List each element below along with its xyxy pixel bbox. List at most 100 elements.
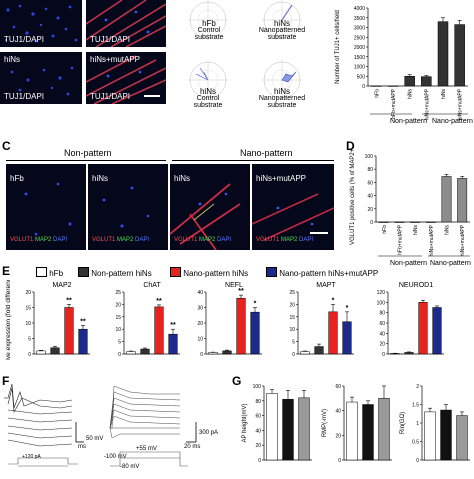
panel-c-scale-bar (310, 232, 328, 234)
bar (437, 21, 449, 87)
significance-mark: ** (156, 298, 162, 305)
significance-mark: ** (170, 322, 176, 329)
y-tick-label: 0 (362, 84, 365, 90)
y-tick-label: 5 (118, 340, 121, 346)
y-tick-label: 100 (253, 384, 262, 390)
y-tick-label: 80 (255, 399, 261, 405)
panel-c-image-3-stain: VGLUT1 MAP2 DAPI (174, 237, 232, 243)
bar (404, 352, 414, 355)
panel-d-group-nano-pattern: Nano-pattern (430, 260, 471, 267)
y-tick-label: 4000 (354, 6, 365, 12)
chart-title: ChAT (143, 282, 161, 289)
bar (425, 221, 436, 223)
legend-swatch-hfb (36, 267, 47, 277)
x-tick-label: hFb (374, 89, 380, 98)
bar (424, 411, 436, 461)
panel-a-image-2-fibers (86, 0, 166, 47)
f-scale1-time: ms (78, 444, 86, 450)
y-axis-label: VGLUT1 positive cells (% of MAP2+ cells) (350, 148, 356, 245)
bar (342, 321, 352, 355)
y-tick-label: 1 (416, 421, 419, 427)
y-tick-label: 60 (379, 321, 385, 327)
y-tick-label: 0 (258, 458, 261, 464)
y-tick-label: 1000 (354, 65, 365, 71)
y-tick-label: 2500 (354, 35, 365, 41)
panel-c-image-1-stain: VGLUT1 MAP2 DAPI (10, 237, 68, 243)
panel-c-label: C (2, 139, 11, 153)
panel-c-image-3-fibers (170, 183, 241, 250)
y-tick-label: 20 (289, 302, 295, 308)
panel-c-image-2-dots (102, 186, 150, 228)
panel-c-header-right: Nano-pattern (240, 148, 293, 158)
bar (432, 307, 442, 355)
f-scale2-current: 300 pA (199, 430, 219, 436)
y-tick-label: 20 (197, 321, 203, 327)
bar (378, 221, 389, 223)
y-tick-label: 30 (197, 306, 203, 312)
panel-a-image-1: TUJ1/DAPI (0, 0, 82, 47)
x-tick-label: hiNs+mutAPP (429, 224, 435, 256)
panel-c-header-rule-left (6, 160, 166, 161)
panel-f-label: F (2, 374, 10, 388)
panel-c-image-4-label: hiNs+mutAPP (256, 174, 307, 183)
voltage-steps (110, 451, 188, 467)
panel-a-image-1-caption: TUJ1/DAPI (4, 35, 45, 44)
bar (371, 85, 382, 87)
panel-a-image-4-label: hiNs+mutAPP (90, 55, 141, 64)
y-axis-label: AP height(mV) (242, 404, 248, 443)
y-tick-label: 25 (115, 290, 121, 296)
y-tick-label: 40 (255, 428, 261, 434)
panel-a-image-2-caption: TUJ1/DAPI (90, 35, 131, 44)
y-tick-label: 10 (289, 327, 295, 333)
bar (168, 333, 178, 355)
f-stim-label: +120 pA (22, 454, 41, 460)
panel-c-image-4-stain: VGLUT1 MAP2 DAPI (256, 237, 314, 243)
x-tick-label: hiNs+mutAPP (458, 88, 464, 120)
y-tick-label: 1500 (354, 55, 365, 61)
legend-swatch-nano-pattern (170, 267, 181, 277)
panel-a-scale-bar (144, 95, 160, 97)
bar (421, 76, 432, 87)
x-tick-label: hiNs (441, 89, 447, 100)
panel-a-image-1-dots (4, 4, 78, 43)
y-tick-label: 5 (28, 337, 31, 343)
panel-c-image-1-label: hFb (10, 174, 24, 183)
x-tick-label: hiNs (408, 89, 414, 100)
panel-f-traces: 50 mV ms +120 pA +55 mV -100 mV -80 mV 3… (0, 378, 219, 474)
legend-swatch-non-pattern (78, 267, 89, 277)
significance-mark: ** (80, 318, 86, 325)
chart-title: NEFL (225, 282, 243, 289)
panel-a-image-4: hiNs+mutAPP TUJ1/DAPI (86, 52, 166, 104)
y-tick-label: 40 (197, 290, 203, 296)
chart-title: MAP2 (52, 282, 71, 289)
y-axis-label: RMP(-mV) (322, 409, 328, 437)
y-tick-label: 60 (367, 180, 373, 186)
panel-e-y-axis-label: Relative expression (fold difference) (5, 280, 12, 360)
y-tick-label: 80 (367, 167, 373, 173)
y-tick-label: 0 (118, 352, 121, 358)
y-tick-label: 1.5 (412, 403, 419, 409)
panel-d-label: D (346, 139, 355, 153)
tuj1-chart-svg: 0 500 1000 1500 2000 2500 3000 3500 4000 hFb hFb+m… (335, 6, 468, 120)
bar (457, 178, 468, 223)
f-scale2-time: 20 ms (184, 444, 201, 450)
legend-swatch-nano-pattern-mutapp (266, 267, 277, 277)
y-tick-label: 2000 (354, 45, 365, 51)
polar-plot-3 (188, 60, 228, 100)
f-vbot1-label: -100 mV (104, 454, 127, 460)
bar (222, 350, 232, 355)
stimulus-step (8, 457, 78, 467)
polar-plot-2 (262, 0, 302, 40)
y-tick-label: 15 (289, 315, 295, 321)
bar (298, 397, 310, 461)
f-vbot2-label: -80 mV (120, 464, 140, 470)
y-tick-label: 80 (379, 311, 385, 317)
polar-3-title: hiNs Control substrate (193, 87, 223, 110)
y-tick-label: 10 (197, 337, 203, 343)
panel-g-charts: 0 20 40 60 80 100 AP height(mV) 0 20 40 60 RMP(-mV)… (236, 378, 474, 474)
x-tick-label: hFb+mutAPP (391, 88, 397, 119)
x-tick-label: hiNs+mutAPP (460, 224, 466, 256)
bar (418, 302, 428, 355)
legend-item-nano-pattern-mutapp: Nano-pattern hiNs+mutAPP (266, 267, 378, 278)
